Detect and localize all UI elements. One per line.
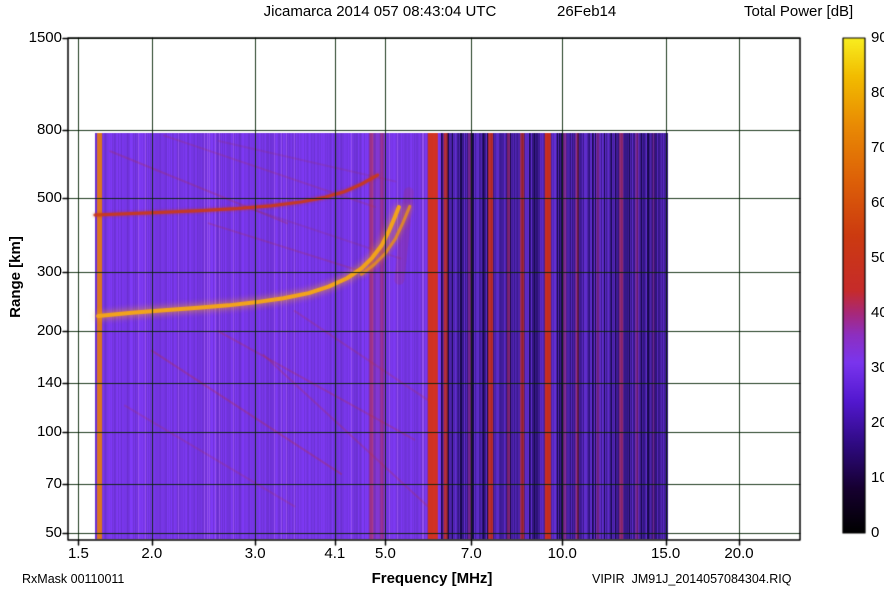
y-tick-label: 140 — [36, 374, 62, 392]
x-tick-label: 4.1 — [324, 545, 346, 562]
page-title: Jicamarca 2014 057 08:43:04 UTC — [263, 3, 497, 20]
rxmask-label: RxMask 00110011 — [22, 572, 125, 586]
x-tick-label: 10.0 — [547, 545, 577, 562]
x-tick-label: 15.0 — [651, 545, 681, 562]
x-tick-label: 2.0 — [141, 545, 163, 562]
y-tick-label: 50 — [45, 523, 62, 541]
y-tick-label: 500 — [36, 189, 62, 207]
colorbar-tick-label: 90 — [871, 29, 884, 46]
x-tick-label: 3.0 — [244, 545, 266, 562]
date-label: 26Feb14 — [557, 3, 617, 20]
y-tick-label: 100 — [36, 423, 62, 441]
colorbar-tick-label: 80 — [871, 84, 884, 101]
colorbar-tick-label: 60 — [871, 194, 884, 211]
x-tick-label: 20.0 — [724, 545, 754, 562]
colorbar-tick-label: 0 — [871, 524, 880, 541]
colorbar-title: Total Power [dB] — [744, 3, 854, 20]
y-tick-label: 200 — [36, 322, 62, 340]
y-tick-label: 300 — [36, 263, 62, 281]
colorbar-tick-label: 50 — [871, 249, 884, 266]
colorbar-tick-label: 70 — [871, 139, 884, 156]
y-tick-label: 800 — [36, 120, 62, 138]
x-tick-label: 7.0 — [460, 545, 482, 562]
colorbar-tick-label: 10 — [871, 469, 884, 486]
colorbar-tick-label: 20 — [871, 414, 884, 431]
y-tick-label: 1500 — [28, 29, 62, 47]
filename-label: VIPIR JM91J_2014057084304.RIQ — [592, 572, 792, 586]
colorbar-tick-label: 30 — [871, 359, 884, 376]
colorbar-tick-label: 40 — [871, 304, 884, 321]
x-tick-label: 5.0 — [375, 545, 396, 562]
x-axis-title: Frequency [MHz] — [371, 570, 493, 587]
y-tick-label: 70 — [45, 474, 62, 492]
x-tick-label: 1.5 — [67, 545, 89, 562]
